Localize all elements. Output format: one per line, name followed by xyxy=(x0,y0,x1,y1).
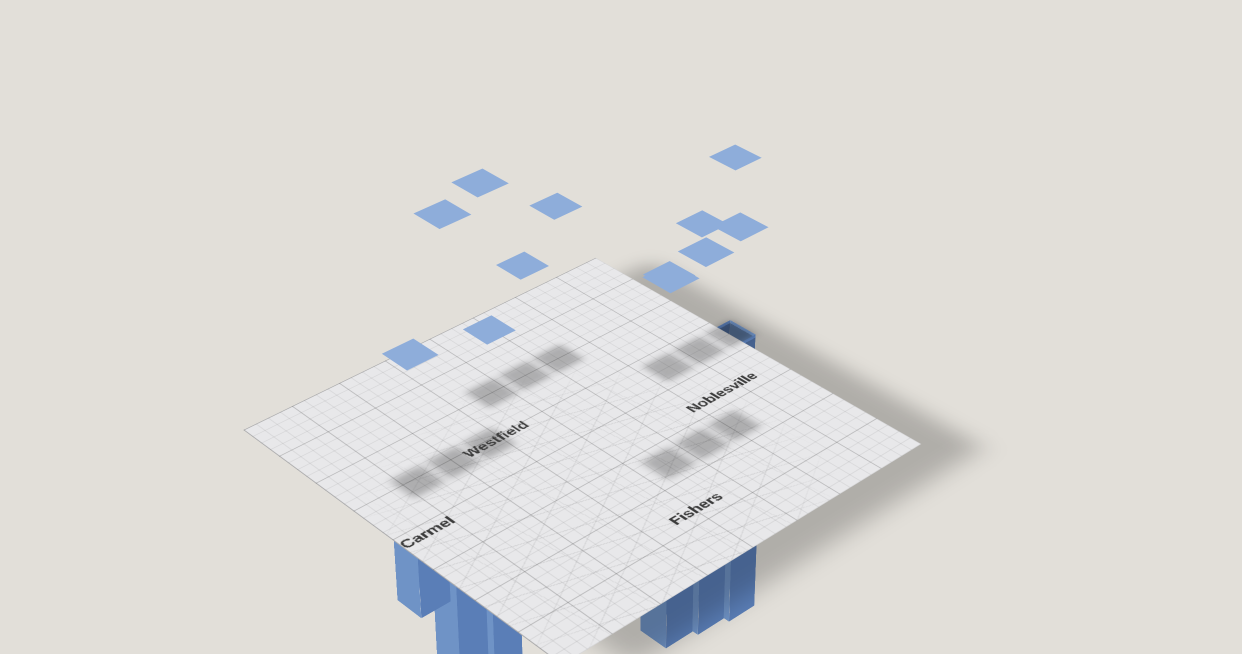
map-floor: CarmelWestfieldFishersNoblesville xyxy=(243,258,921,654)
chart-3d-bars-on-map: CarmelWestfieldFishersNoblesville xyxy=(0,0,1242,654)
floor-face xyxy=(243,258,921,654)
